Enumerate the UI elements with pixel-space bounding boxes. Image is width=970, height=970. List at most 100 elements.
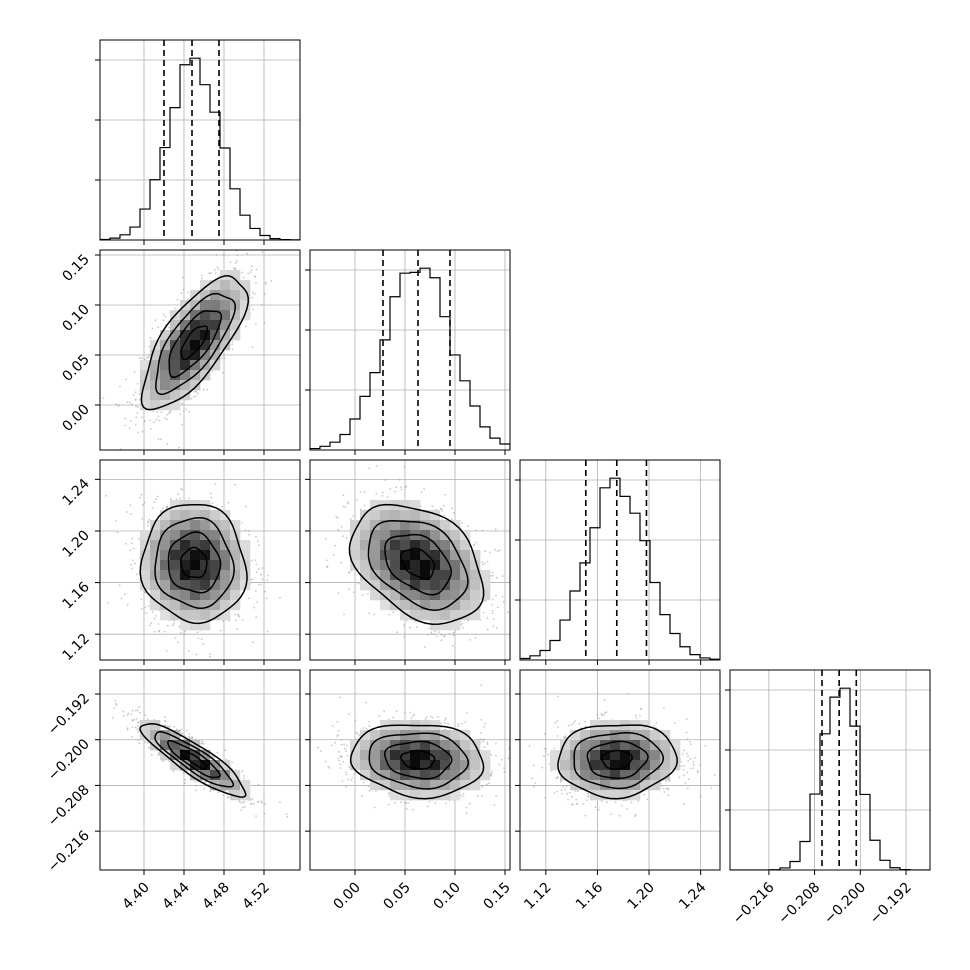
sample-point: [352, 591, 355, 593]
density-cell: [170, 400, 181, 411]
sample-point: [355, 731, 358, 734]
density-cell: [150, 370, 161, 381]
sample-point: [324, 760, 327, 763]
sample-point: [173, 725, 176, 728]
sample-point: [141, 503, 144, 506]
density-cell: [160, 350, 171, 361]
sample-point: [138, 706, 141, 709]
sample-point: [345, 750, 347, 753]
density-cell: [220, 550, 231, 561]
density-cell: [450, 570, 461, 581]
sample-point: [687, 755, 689, 757]
density-cell: [410, 500, 421, 511]
density-cell: [390, 760, 401, 771]
sample-point: [130, 403, 133, 406]
density-cell: [370, 530, 381, 541]
sample-point: [347, 502, 350, 505]
density-cell: [240, 580, 251, 591]
sample-point: [114, 520, 117, 522]
sample-point: [493, 804, 496, 806]
sample-point: [128, 401, 131, 404]
sample-point: [131, 726, 134, 729]
density-cell: [430, 550, 441, 561]
sample-point: [362, 727, 365, 729]
density-cell: [420, 560, 431, 571]
density-cell: [610, 780, 621, 791]
density-cell: [210, 550, 221, 561]
density-cell: [150, 580, 161, 591]
density-cell: [180, 320, 191, 331]
density-cell: [640, 740, 651, 751]
sample-point: [248, 533, 250, 536]
sample-point: [163, 716, 166, 718]
sample-point: [447, 722, 450, 725]
density-cell: [650, 730, 661, 741]
sample-point: [481, 529, 484, 532]
sample-point: [140, 357, 143, 360]
sample-point: [224, 790, 227, 792]
sample-point: [239, 801, 242, 804]
density-cell: [190, 300, 201, 311]
density-cell: [140, 390, 151, 401]
density-cell: [630, 750, 641, 761]
density-cell: [420, 530, 431, 541]
density-cell: [230, 600, 241, 611]
sample-point: [340, 526, 343, 528]
sample-point: [125, 542, 127, 545]
sample-point: [166, 413, 169, 416]
sample-point: [486, 743, 489, 745]
density-cell: [230, 580, 241, 591]
density-cell: [190, 530, 201, 541]
sample-point: [137, 739, 140, 742]
sample-point: [686, 771, 689, 774]
density-cell: [220, 560, 231, 571]
density-cell: [630, 770, 641, 781]
sample-point: [553, 747, 556, 750]
sample-point: [534, 782, 537, 784]
sample-point: [584, 814, 587, 817]
sample-point: [405, 485, 408, 488]
sample-point: [131, 567, 133, 570]
sample-point: [137, 406, 139, 408]
sample-point: [490, 754, 493, 756]
sample-point: [184, 782, 187, 784]
sample-point: [692, 761, 695, 763]
sample-point: [241, 619, 244, 621]
sample-point: [652, 725, 655, 727]
sample-point: [128, 427, 131, 429]
sample-point: [187, 298, 190, 300]
sample-point: [494, 528, 497, 531]
sample-point: [151, 753, 153, 756]
sample-point: [247, 272, 250, 275]
density-cell: [190, 520, 201, 531]
sample-point: [345, 744, 348, 747]
sample-point: [605, 711, 608, 713]
contour-level: [154, 731, 235, 788]
density-cell: [350, 550, 361, 561]
sample-point: [191, 736, 194, 739]
density-cell: [410, 610, 421, 621]
sample-point: [244, 529, 247, 532]
sample-point: [254, 559, 257, 561]
sample-point: [250, 803, 253, 805]
density-cell: [460, 590, 471, 601]
sample-point: [158, 419, 161, 422]
density-cell: [640, 750, 651, 761]
sample-point: [683, 749, 685, 752]
density-cell: [470, 780, 481, 791]
density-cell: [560, 760, 571, 771]
density-cell: [210, 590, 221, 601]
sample-point: [213, 756, 216, 759]
sample-point: [184, 630, 187, 633]
sample-point: [480, 738, 482, 741]
density-cell: [160, 570, 171, 581]
sample-point: [182, 288, 185, 291]
sample-point: [263, 812, 266, 815]
sample-point: [367, 785, 370, 788]
density-cell: [370, 510, 381, 521]
sample-point: [469, 638, 472, 641]
sample-point: [135, 717, 138, 720]
sample-point: [363, 781, 365, 784]
density-cell: [220, 520, 231, 531]
density-cell: [180, 760, 191, 771]
